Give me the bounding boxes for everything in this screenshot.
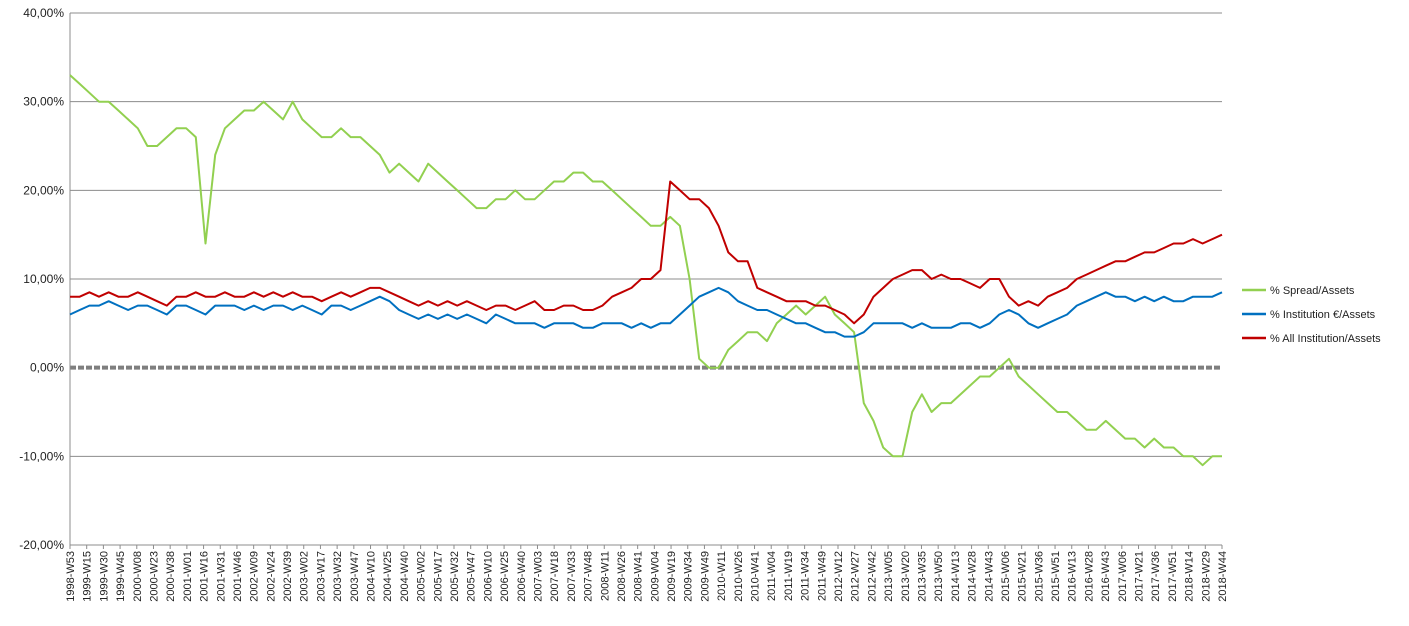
x-tick-label: 2008-W11	[599, 551, 611, 601]
x-tick-label: 1999-W15	[82, 551, 94, 602]
x-tick-label: 2000-W23	[148, 551, 160, 602]
series-line-2	[70, 180, 1223, 325]
x-tick-label: 2007-W48	[583, 551, 595, 602]
series-line-0	[69, 74, 1222, 467]
x-tick-label: 2016-W28	[1083, 551, 1095, 602]
y-axis-tick-labels: 40,00% 30,00% 20,00% 10,00% 0,00% -10,00% -20,…	[19, 6, 64, 552]
x-tick-label: 2002-W24	[265, 551, 277, 602]
x-axis	[69, 13, 1222, 546]
x-tick-label: 2018-W44	[1217, 551, 1229, 602]
x-tick-label: 2014-W13	[950, 551, 962, 602]
x-tick-label: 2004-W25	[382, 551, 394, 602]
x-tick-label: 2005-W17	[432, 551, 444, 602]
x-tick-label: 2008-W41	[633, 551, 645, 602]
x-tick-label: 2006-W25	[499, 551, 511, 602]
x-tick-label: 2005-W02	[416, 551, 428, 602]
x-tick-label: 2015-W51	[1050, 551, 1062, 602]
x-tick-label: 2007-W03	[532, 551, 544, 602]
x-tick-label: 2017-W06	[1117, 551, 1129, 602]
x-tick-label: 2013-W35	[916, 551, 928, 602]
x-tick-label: 2010-W41	[750, 551, 762, 602]
x-tick-label: 2001-W46	[232, 551, 244, 602]
x-tick-label: 2002-W39	[282, 551, 294, 602]
x-tick-label: 2009-W49	[699, 551, 711, 602]
legend-label: % All Institution/Assets	[1270, 333, 1381, 345]
x-tick-label: 2003-W02	[299, 551, 311, 602]
x-tick-label: 2012-W42	[866, 551, 878, 602]
y-tick-label: 0,00%	[30, 361, 64, 375]
x-axis-tick-labels: 1998-W53 1999-W15 1999-W30 1999-W45 2000-W08…	[65, 545, 1229, 602]
x-tick-label: 2007-W18	[549, 551, 561, 602]
series-line-1	[69, 286, 1223, 338]
x-tick-label: 2005-W47	[466, 551, 478, 602]
legend: % Spread/Assets % Institution €/Assets % A…	[1242, 285, 1381, 345]
x-tick-label: 2003-W32	[332, 551, 344, 602]
legend-label: % Spread/Assets	[1270, 285, 1355, 297]
x-tick-label: 2018-W14	[1184, 551, 1196, 602]
x-tick-label: 2014-W43	[983, 551, 995, 602]
x-tick-label: 2012-W27	[850, 551, 862, 602]
x-tick-label: 2013-W20	[900, 551, 912, 602]
x-tick-label: 2009-W19	[666, 551, 678, 602]
x-tick-label: 2010-W26	[733, 551, 745, 602]
series-lines	[69, 74, 1223, 467]
x-tick-label: 2015-W21	[1017, 551, 1029, 602]
x-tick-label: 2014-W28	[967, 551, 979, 602]
x-tick-label: 2003-W17	[315, 551, 327, 602]
x-tick-label: 2011-W04	[766, 551, 778, 601]
x-tick-label: 2000-W38	[165, 551, 177, 602]
x-tick-label: 2001-W16	[199, 551, 211, 602]
x-tick-label: 2017-W36	[1150, 551, 1162, 602]
x-tick-label: 2002-W09	[249, 551, 261, 602]
x-tick-label: 2016-W43	[1100, 551, 1112, 602]
x-tick-label: 2006-W40	[516, 551, 528, 602]
x-tick-label: 2017-W21	[1134, 551, 1146, 602]
x-tick-label: 2003-W47	[349, 551, 361, 602]
x-tick-label: 2011-W34	[800, 551, 812, 601]
x-tick-label: 2013-W05	[883, 551, 895, 602]
y-tick-label: -20,00%	[19, 538, 64, 552]
y-tick-label: -10,00%	[19, 449, 64, 463]
x-tick-label: 2012-W12	[833, 551, 845, 602]
x-tick-label: 2011-W49	[816, 551, 828, 601]
x-tick-label: 2004-W40	[399, 551, 411, 602]
x-tick-label: 2015-W06	[1000, 551, 1012, 602]
x-tick-label: 2009-W34	[683, 551, 695, 602]
x-tick-label: 2001-W31	[215, 551, 227, 602]
x-tick-label: 2001-W01	[182, 551, 194, 602]
y-tick-label: 30,00%	[23, 95, 64, 109]
x-tick-label: 2017-W51	[1167, 551, 1179, 602]
x-tick-label: 2015-W36	[1033, 551, 1045, 602]
y-tick-label: 40,00%	[23, 6, 64, 20]
x-tick-label: 1999-W45	[115, 551, 127, 602]
legend-label: % Institution €/Assets	[1270, 309, 1376, 321]
x-tick-label: 2013-W50	[933, 551, 945, 602]
x-tick-label: 2005-W32	[449, 551, 461, 602]
y-tick-label: 20,00%	[23, 183, 64, 197]
x-tick-label: 2016-W13	[1067, 551, 1079, 602]
x-tick-label: 2006-W10	[482, 551, 494, 602]
x-tick-label: 1999-W30	[98, 551, 110, 602]
x-tick-label: 2010-W11	[716, 551, 728, 601]
x-tick-label: 2018-W29	[1200, 551, 1212, 602]
x-tick-label: 2011-W19	[783, 551, 795, 601]
x-tick-label: 2009-W04	[649, 551, 661, 602]
x-tick-label: 2000-W08	[132, 551, 144, 602]
x-tick-label: 2008-W26	[616, 551, 628, 602]
x-tick-label: 1998-W53	[65, 551, 77, 602]
x-tick-label: 2004-W10	[366, 551, 378, 602]
x-tick-label: 2007-W33	[566, 551, 578, 602]
y-tick-label: 10,00%	[23, 272, 64, 286]
